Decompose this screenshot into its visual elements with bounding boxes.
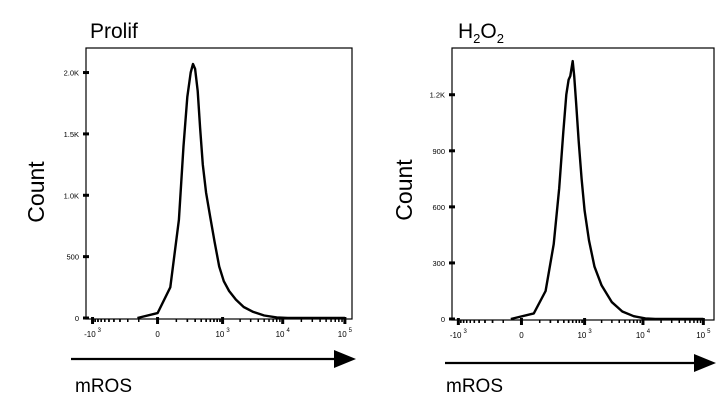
- x-axis-label-h2o2: mROS: [446, 376, 503, 397]
- y-axis-label-h2o2: Count: [391, 159, 417, 221]
- x-tick-label-h2o2: -10 3: [450, 329, 468, 340]
- chart-title-h2o2: H2O2: [458, 20, 504, 46]
- y-axis-label-prolif: Count: [23, 161, 49, 223]
- y-tick-label-h2o2: 300: [432, 259, 445, 268]
- y-tick-label-prolif: 1.0K: [64, 191, 79, 200]
- x-arrow-head-h2o2: [694, 354, 716, 372]
- plot-frame-prolif: [85, 47, 353, 320]
- plot-frame-h2o2: [451, 47, 715, 321]
- y-tick-label-h2o2: 900: [432, 147, 445, 156]
- title-h-letter: H: [458, 20, 473, 43]
- y-tick-label-prolif: 1.5K: [64, 130, 79, 139]
- x-tick-label-prolif: -10 3: [84, 328, 102, 339]
- histogram-curve-h2o2: [510, 59, 704, 321]
- y-tick-label-prolif: 2.0K: [64, 69, 79, 78]
- x-tick-label-prolif: 10 5: [338, 328, 353, 339]
- x-tick-label-h2o2: 10 4: [636, 329, 651, 340]
- x-tick-label-h2o2: 0: [519, 331, 524, 340]
- y-tick-label-h2o2: 600: [432, 203, 445, 212]
- chart-title-prolif: Prolif: [90, 20, 138, 43]
- title-o-letter: O: [480, 20, 496, 43]
- x-tick-label-prolif: 0: [155, 330, 160, 339]
- title-sub-1: 2: [473, 31, 480, 46]
- x-arrow-head-prolif: [334, 350, 356, 368]
- x-tick-label-prolif: 10 3: [215, 328, 230, 339]
- y-tick-label-prolif: 0: [75, 314, 79, 323]
- x-tick-label-h2o2: 10 5: [696, 329, 711, 340]
- histogram-curve-prolif: [137, 62, 345, 320]
- y-tick-label-h2o2: 0: [441, 315, 445, 324]
- title-sub-2: 2: [497, 31, 504, 46]
- panel-prolif: Prolif Count 0 500 1.0K 1.5K 2.0K -10 3 0 10 3 10…: [23, 20, 356, 397]
- x-tick-label-prolif: 10 4: [276, 328, 291, 339]
- y-tick-label-h2o2: 1.2K: [430, 91, 445, 100]
- x-tick-label-h2o2: 10 3: [577, 329, 592, 340]
- y-tick-label-prolif: 500: [66, 253, 79, 262]
- x-axis-label-prolif: mROS: [75, 376, 132, 397]
